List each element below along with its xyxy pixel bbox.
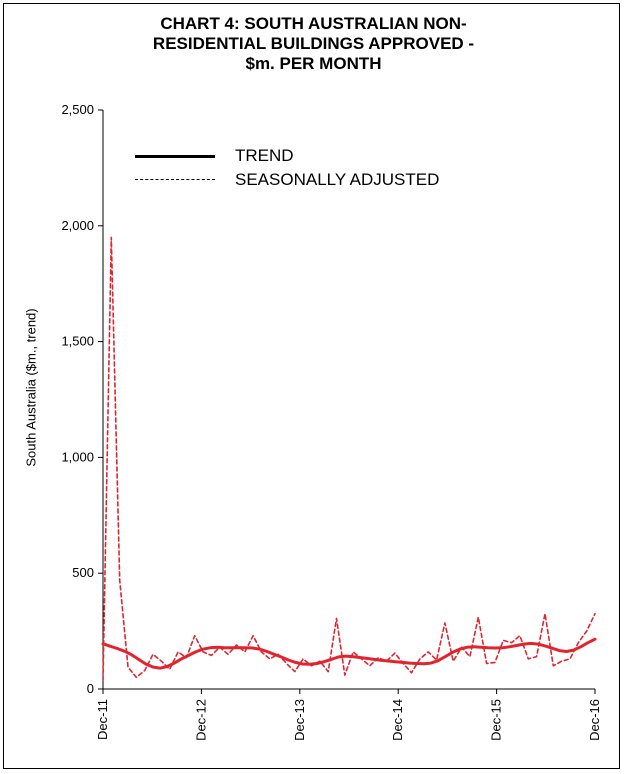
x-tick-label: Dec-16 bbox=[587, 699, 602, 741]
x-tick-label: Dec-12 bbox=[193, 699, 208, 741]
x-tick-label: Dec-11 bbox=[95, 699, 110, 740]
legend-label-trend: TREND bbox=[235, 146, 294, 165]
chart-title-line-2: RESIDENTIAL BUILDINGS APPROVED - bbox=[152, 34, 475, 53]
chart-axes: 0 500 1,000 1,500 2,000 2,500 Dec-11 Dec-12 Dec-… bbox=[61, 102, 602, 741]
x-tick-label: Dec-13 bbox=[292, 699, 307, 741]
y-tick-label: 500 bbox=[72, 565, 94, 580]
legend-swatch-seasonally-adjusted bbox=[135, 179, 215, 180]
legend-swatch-trend bbox=[135, 155, 215, 158]
chart-frame bbox=[3, 3, 620, 769]
y-tick-label: 2,000 bbox=[61, 218, 94, 233]
y-tick-label: 1,500 bbox=[61, 334, 94, 349]
x-tick-label: Dec-14 bbox=[390, 699, 405, 741]
x-tick-label: Dec-15 bbox=[489, 699, 504, 741]
chart-title-line-1: CHART 4: SOUTH AUSTRALIAN NON- bbox=[160, 14, 467, 33]
chart-title: CHART 4: SOUTH AUSTRALIAN NON- RESIDENTI… bbox=[0, 14, 627, 74]
y-tick-label: 2,500 bbox=[61, 102, 94, 117]
series-line-seasonally-adjusted bbox=[102, 236, 596, 681]
chart-series bbox=[101, 236, 597, 681]
legend-label-seasonally-adjusted: SEASONALLY ADJUSTED bbox=[235, 170, 440, 189]
y-tick-label: 1,000 bbox=[61, 449, 94, 464]
y-tick-label: 0 bbox=[87, 681, 94, 696]
y-axis-label: South Australia ($m., trend) bbox=[23, 308, 39, 467]
chart-title-line-3: $m. PER MONTH bbox=[245, 54, 382, 73]
